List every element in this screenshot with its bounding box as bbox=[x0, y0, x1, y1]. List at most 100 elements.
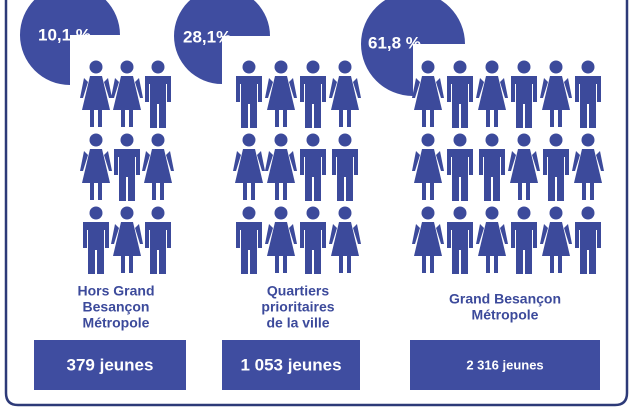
person-icon bbox=[581, 60, 595, 74]
person-icon bbox=[306, 206, 320, 220]
person-icon bbox=[549, 133, 563, 147]
person-icon bbox=[422, 183, 426, 200]
person-icon bbox=[494, 256, 498, 273]
person-icon bbox=[283, 110, 287, 127]
person-icon bbox=[421, 206, 435, 220]
person-icon bbox=[242, 206, 256, 220]
person-icon bbox=[550, 110, 554, 127]
label: Besançon bbox=[83, 299, 150, 315]
person-icon bbox=[476, 76, 508, 110]
person-icon bbox=[430, 183, 434, 200]
label: Quartiers bbox=[267, 283, 329, 299]
person-icon bbox=[151, 206, 165, 220]
count-box bbox=[222, 340, 360, 390]
person-icon bbox=[265, 149, 297, 183]
person-icon bbox=[329, 76, 361, 110]
person-icon bbox=[274, 60, 288, 74]
person-icon bbox=[485, 206, 499, 220]
person-icon bbox=[590, 183, 594, 200]
person-icon bbox=[558, 256, 562, 273]
person-icon bbox=[142, 149, 174, 183]
person-icon bbox=[517, 206, 531, 220]
person-icon bbox=[283, 183, 287, 200]
person-icon bbox=[517, 133, 531, 147]
person-icon bbox=[430, 256, 434, 273]
person-icon bbox=[453, 133, 467, 147]
person-icon bbox=[558, 110, 562, 127]
person-icon bbox=[89, 60, 103, 74]
person-icon bbox=[347, 110, 351, 127]
person-icon bbox=[275, 183, 279, 200]
person-icon bbox=[300, 76, 326, 128]
count: 379 jeunes bbox=[67, 355, 154, 374]
person-icon bbox=[447, 149, 473, 201]
icons bbox=[80, 60, 604, 274]
label: Grand Besançon bbox=[449, 291, 561, 307]
label: de la ville bbox=[266, 315, 329, 331]
person-icon bbox=[549, 60, 563, 74]
person-icon bbox=[550, 256, 554, 273]
person-icon bbox=[486, 110, 490, 127]
person-icon bbox=[251, 183, 255, 200]
person-icon bbox=[111, 222, 143, 256]
person-icon bbox=[242, 133, 256, 147]
person-icon bbox=[120, 60, 134, 74]
person-icon bbox=[275, 256, 279, 273]
person-icon bbox=[89, 133, 103, 147]
person-icon bbox=[549, 206, 563, 220]
person-icon bbox=[242, 60, 256, 74]
person-icon bbox=[430, 110, 434, 127]
pie bbox=[361, 0, 465, 96]
person-icon bbox=[543, 149, 569, 201]
person-icon bbox=[300, 222, 326, 274]
person-icon bbox=[526, 183, 530, 200]
person-icon bbox=[274, 206, 288, 220]
percent: 10,1 % bbox=[38, 25, 91, 44]
pie bbox=[174, 0, 270, 84]
person-icon bbox=[494, 110, 498, 127]
person-icon bbox=[508, 149, 540, 183]
frame bbox=[4, 0, 629, 407]
count: 1 053 jeunes bbox=[240, 355, 341, 374]
person-icon bbox=[518, 183, 522, 200]
person-icon bbox=[120, 206, 134, 220]
person-icon bbox=[338, 60, 352, 74]
person-icon bbox=[476, 222, 508, 256]
person-icon bbox=[129, 256, 133, 273]
person-icon bbox=[121, 256, 125, 273]
person-icon bbox=[243, 183, 247, 200]
person-icon bbox=[581, 133, 595, 147]
person-icon bbox=[511, 76, 537, 128]
person-icon bbox=[98, 183, 102, 200]
person-icon bbox=[338, 133, 352, 147]
person-icon bbox=[121, 110, 125, 127]
person-icon bbox=[145, 222, 171, 274]
label: prioritaires bbox=[261, 299, 334, 315]
person-icon bbox=[511, 222, 537, 274]
person-icon bbox=[332, 149, 358, 201]
person-icon bbox=[422, 256, 426, 273]
person-icon bbox=[145, 76, 171, 128]
person-icon bbox=[422, 110, 426, 127]
label: Métropole bbox=[83, 315, 150, 331]
count-box bbox=[410, 340, 600, 390]
person-icon bbox=[453, 60, 467, 74]
person-icon bbox=[160, 183, 164, 200]
person-icon bbox=[233, 149, 265, 183]
person-icon bbox=[306, 133, 320, 147]
count-box bbox=[34, 340, 186, 390]
person-icon bbox=[90, 110, 94, 127]
person-icon bbox=[80, 149, 112, 183]
person-icon bbox=[447, 222, 473, 274]
person-icon bbox=[339, 110, 343, 127]
person-icon bbox=[412, 76, 444, 110]
person-icon bbox=[111, 76, 143, 110]
person-icon bbox=[152, 183, 156, 200]
person-icon bbox=[120, 133, 134, 147]
person-icon bbox=[275, 110, 279, 127]
person-icon bbox=[412, 222, 444, 256]
person-icon bbox=[83, 222, 109, 274]
person-icon bbox=[329, 222, 361, 256]
count: 2 316 jeunes bbox=[466, 357, 543, 372]
